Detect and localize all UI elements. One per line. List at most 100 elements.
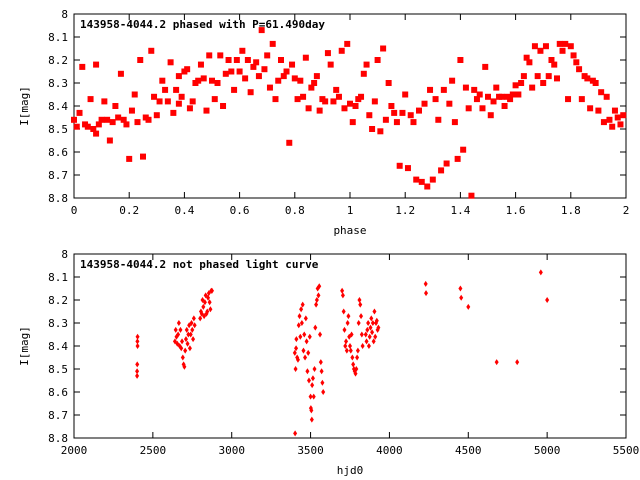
phased-data-point [600, 119, 607, 126]
phased-data-point [407, 112, 414, 119]
unphased-data-point [515, 359, 520, 366]
phased-data-point [501, 103, 508, 109]
unphased-data-point [342, 326, 347, 333]
unphased-y-tick-label: 8.6 [48, 386, 68, 399]
phased-data-point [264, 52, 271, 59]
unphased-data-point [311, 393, 316, 400]
phased-data-point [617, 121, 624, 128]
phased-data-point [485, 93, 491, 100]
unphased-data-point [135, 361, 140, 368]
unphased-y-tick-label: 8.7 [48, 409, 68, 422]
phased-data-point [112, 103, 119, 109]
unphased-data-point [306, 349, 311, 356]
phased-data-point [548, 57, 555, 63]
phased-data-point [170, 109, 177, 116]
unphased-data-point [314, 297, 319, 303]
phased-y-tick-label: 8.7 [48, 169, 68, 182]
phased-data-point [189, 98, 196, 105]
unphased-data-point [466, 303, 471, 310]
unphased-data-point [355, 347, 360, 354]
unphased-x-tick-label: 5500 [613, 444, 640, 457]
unphased-data-point [358, 301, 363, 308]
phased-data-point [297, 77, 304, 84]
phased-data-point [79, 63, 86, 70]
phased-data-point [471, 86, 478, 93]
phased-data-point [316, 107, 323, 114]
unphased-y-tick-label: 8 [61, 248, 68, 261]
phased-data-point [451, 119, 458, 126]
phased-data-point [352, 103, 359, 109]
phased-data-point [529, 84, 536, 91]
phased-data-point [186, 105, 193, 112]
phased-x-tick-label: 1.6 [506, 204, 526, 217]
phased-data-point [242, 75, 249, 82]
unphased-data-point [359, 331, 364, 338]
phased-data-point [393, 119, 400, 126]
unphased-data-point [210, 287, 214, 294]
phased-data-point [611, 107, 618, 114]
phased-data-point [87, 96, 94, 103]
phased-data-point [162, 86, 169, 93]
phased-data-point [233, 57, 240, 63]
unphased-y-tick-label: 8.4 [48, 340, 68, 353]
unphased-y-axis-label: I[mag] [18, 326, 31, 366]
phased-data-point [518, 80, 525, 86]
phased-x-tick-label: 1.4 [450, 204, 470, 217]
phased-data-point [211, 96, 218, 103]
phased-data-point [117, 70, 124, 77]
unphased-data-point [135, 338, 140, 345]
phased-data-point [410, 119, 417, 126]
unphased-data-point [344, 338, 349, 345]
phased-data-point [338, 47, 345, 54]
unphased-data-point [363, 331, 368, 338]
unphased-data-point [348, 343, 352, 349]
unphased-data-point [376, 324, 381, 331]
phased-data-point [327, 61, 334, 68]
phased-data-point [272, 96, 279, 103]
phased-data-point [620, 112, 627, 119]
phased-data-point [457, 57, 464, 63]
phased-data-point [385, 80, 392, 86]
unphased-data-point [312, 366, 317, 372]
phased-data-point [123, 121, 130, 128]
phased-data-point [545, 73, 552, 80]
unphased-data-point [310, 375, 315, 382]
phased-data-point [432, 96, 439, 103]
phased-data-point [576, 66, 583, 73]
phased-data-point [360, 70, 367, 77]
phased-chart-title: 143958-4044.2 phased with P=61.490day [80, 18, 325, 31]
phased-data-point [490, 98, 497, 105]
phased-data-point [255, 73, 262, 80]
unphased-data-point [545, 297, 550, 303]
unphased-y-tick-label: 8.5 [48, 363, 68, 376]
unphased-data-point [299, 320, 304, 326]
phased-data-point [542, 43, 549, 50]
phased-x-tick-label: 0 [71, 204, 78, 217]
unphased-data-point [292, 349, 297, 356]
unphased-data-point [316, 292, 321, 299]
phased-data-point [195, 77, 202, 84]
unphased-data-point [365, 326, 370, 333]
phased-data-point [222, 70, 229, 77]
phased-data-point [473, 96, 480, 103]
unphased-data-point [310, 382, 315, 389]
phased-data-point [120, 116, 127, 123]
unphased-x-axis-label: hjd0 [337, 464, 364, 477]
phased-data-point [236, 68, 243, 75]
unphased-data-point [300, 301, 305, 308]
unphased-data-point [185, 340, 190, 347]
unphased-data-point [180, 338, 185, 345]
phased-data-point [164, 98, 171, 105]
phased-data-point [391, 109, 398, 116]
phased-data-point [330, 98, 337, 105]
unphased-data-point [297, 313, 302, 320]
unphased-data-point [306, 377, 311, 384]
phased-data-point [311, 80, 318, 86]
phased-data-point [606, 116, 613, 123]
unphased-data-point [356, 320, 361, 326]
unphased-data-point [309, 407, 314, 414]
unphased-data-point [458, 285, 463, 292]
unphased-data-point [538, 269, 543, 276]
unphased-data-point [295, 356, 300, 363]
unphased-data-point [317, 283, 322, 290]
